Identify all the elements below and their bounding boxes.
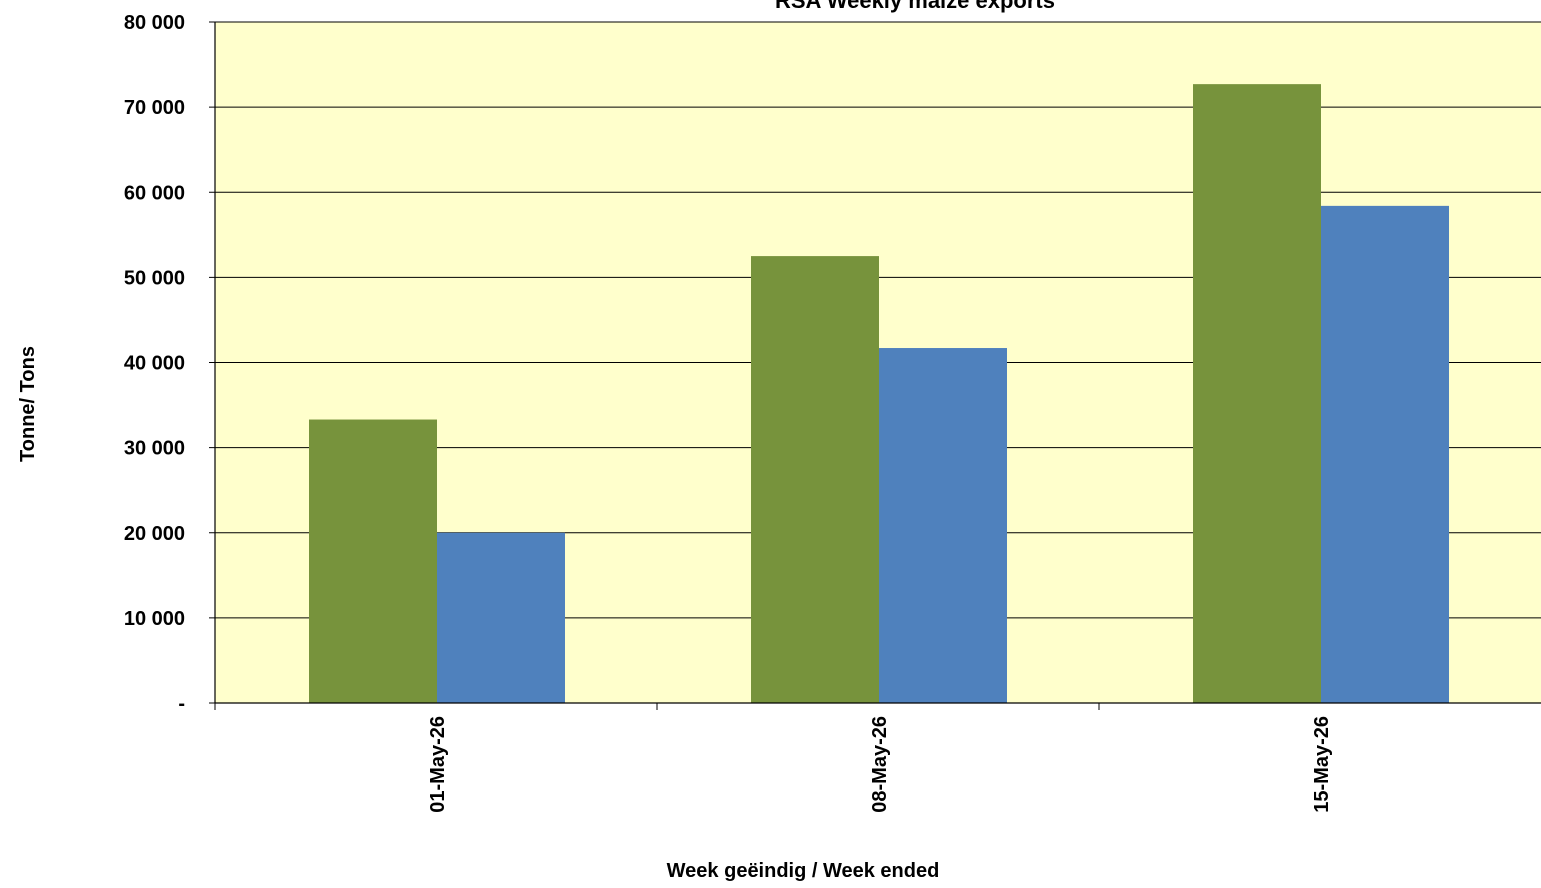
bar (751, 256, 879, 703)
bar (879, 348, 1007, 703)
bar (1193, 84, 1321, 704)
bar (437, 532, 565, 703)
y-ticks: - 10 000 20 000 30 000 40 000 50 000 60 000 70 … (124, 12, 215, 715)
y-tick-label: 30 000 (124, 438, 185, 460)
x-tick-label: 15-May-26 (1311, 716, 1333, 813)
y-tick-label: 10 000 (124, 608, 185, 630)
y-tick-label: - (178, 693, 185, 715)
y-tick-label: 70 000 (124, 97, 185, 119)
y-tick-label: 80 000 (124, 12, 185, 34)
x-tick-label: 08-May-26 (869, 716, 891, 813)
bar (1321, 205, 1449, 703)
x-ticks: 01-May-26 08-May-26 15-May-26 (214, 703, 1333, 813)
y-tick-label: 20 000 (124, 523, 185, 545)
y-tick-label: 50 000 (124, 267, 185, 289)
x-tick-label: 01-May-26 (427, 716, 449, 813)
bar (309, 419, 437, 703)
bars (309, 84, 1449, 704)
y-axis-title: Tonne/ Tons (17, 346, 39, 462)
chart-title: RSA Weekly maize exports (775, 0, 1055, 13)
y-tick-label: 60 000 (124, 182, 185, 204)
x-axis-title: Week geëindig / Week ended (667, 860, 940, 882)
y-tick-label: 40 000 (124, 353, 185, 375)
